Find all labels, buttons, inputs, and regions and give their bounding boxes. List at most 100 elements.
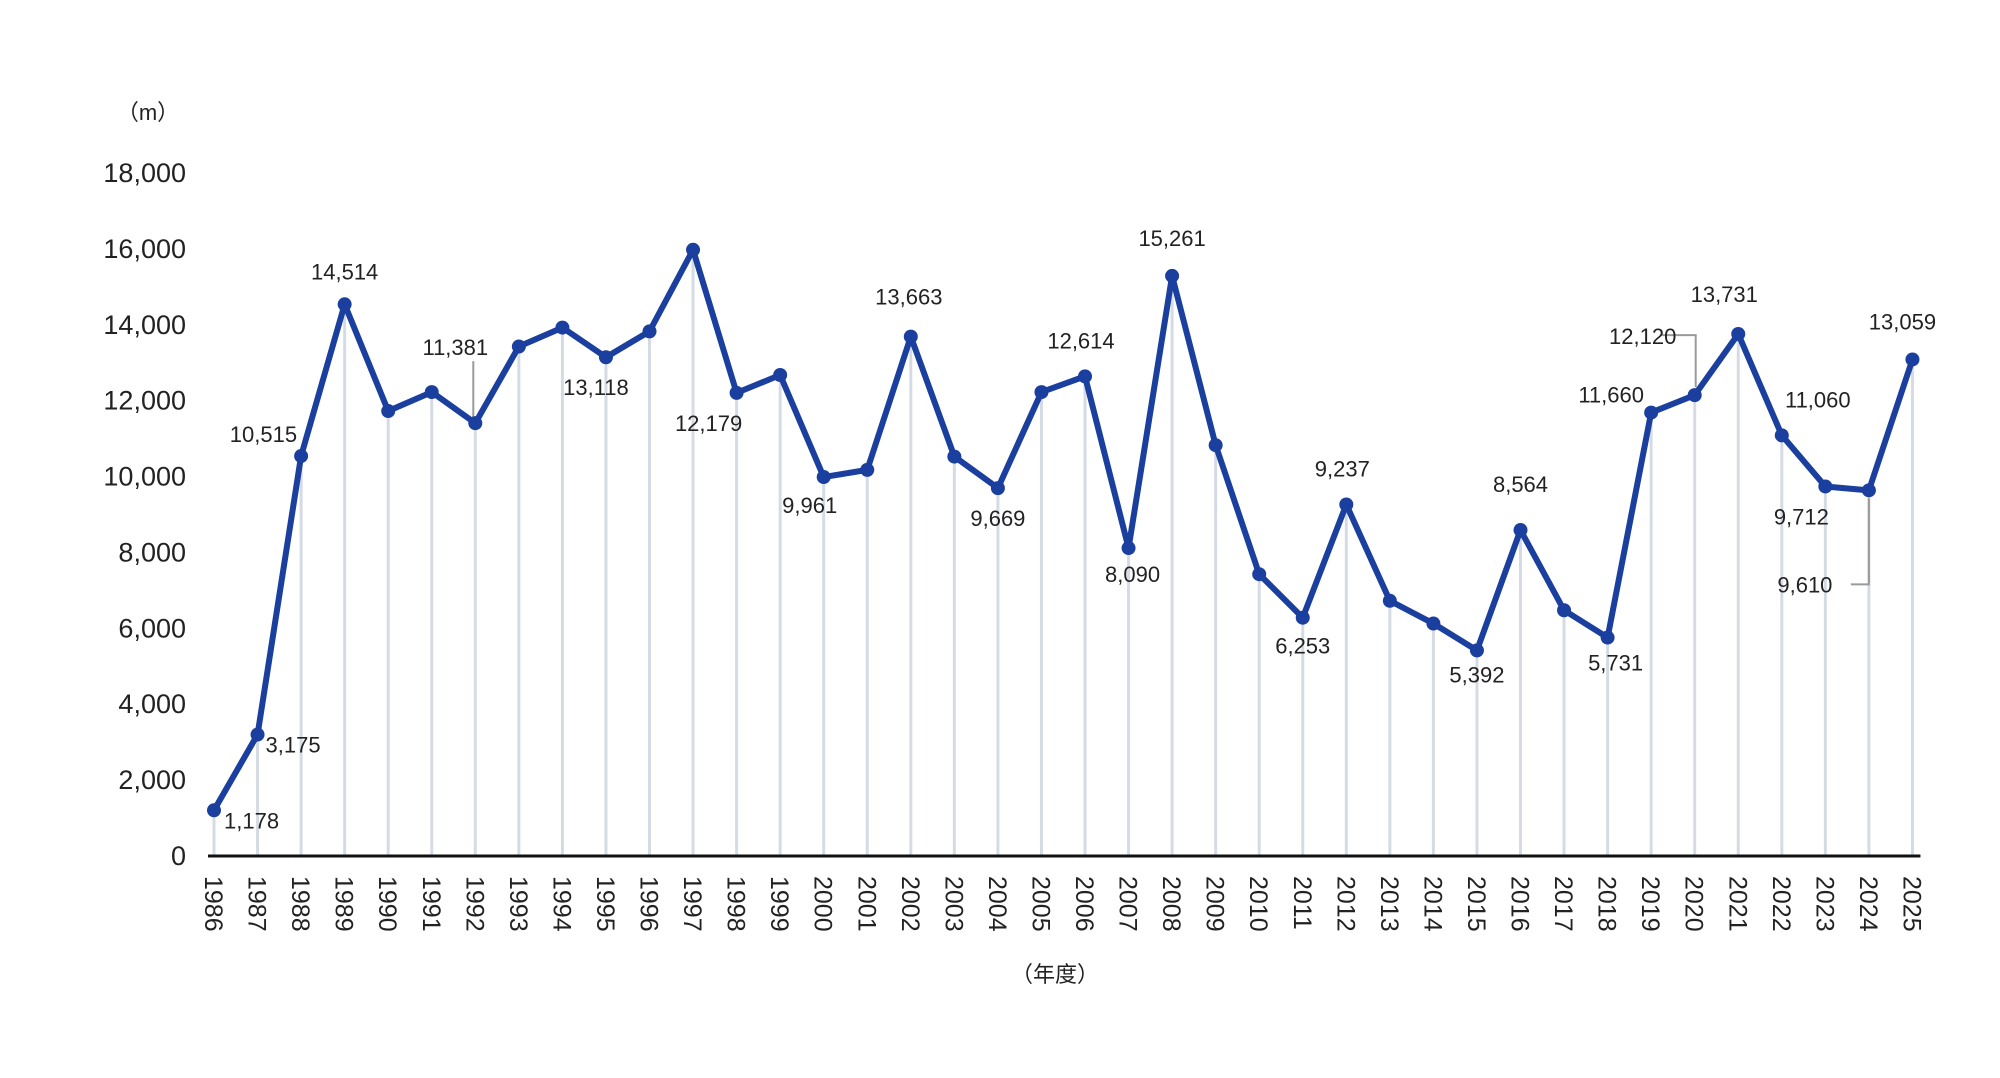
data-point-1993 [511,339,526,354]
data-point-2009 [1208,438,1223,453]
data-label-2007: 8,090 [1105,562,1160,587]
x-tick-label-2009: 2009 [1201,876,1229,932]
data-point-1995 [598,350,613,365]
y-tick-label: 18,000 [103,158,186,188]
x-tick-label-2008: 2008 [1157,876,1185,932]
y-axis-ticks: 0 2,000 4,000 6,000 8,000 10,000 12,000 14,000 1… [103,158,186,871]
data-point-2024 [1861,483,1876,498]
data-label-2006: 12,614 [1047,328,1114,353]
data-point-2004 [990,481,1005,496]
data-point-2008 [1165,268,1180,283]
data-point-2025 [1905,352,1920,367]
y-tick-label: 6,000 [118,613,186,643]
data-label-2020: 12,120 [1609,324,1676,349]
x-axis-ticks: 1986 1987 1988 1989 1990 1991 1992 1993 1994 1995… [199,876,1925,932]
x-tick-label-1990: 1990 [373,876,401,932]
data-point-2018 [1600,630,1615,645]
data-point-2021 [1731,326,1746,341]
y-tick-label: 8,000 [118,537,186,567]
label-leader-lines [472,334,1870,586]
grid-lines [212,249,1914,855]
x-tick-label-1999: 1999 [765,876,793,932]
data-point-2013 [1382,593,1397,608]
data-label-2018: 5,731 [1588,651,1643,676]
x-tick-label-2011: 2011 [1288,876,1316,930]
x-tick-label-1998: 1998 [722,876,750,932]
data-label-2015: 5,392 [1449,662,1504,687]
data-point-1994 [555,320,570,335]
data-label-1995: 13,118 [563,375,629,400]
x-tick-label-2000: 2000 [809,876,837,932]
data-point-1997 [686,242,701,257]
x-tick-label-2017: 2017 [1549,876,1577,932]
x-tick-label-1991: 1991 [417,876,445,932]
data-point-2001 [860,462,875,477]
data-point-1999 [773,368,788,383]
x-tick-label-2005: 2005 [1026,876,1054,932]
data-point-2015 [1469,643,1484,658]
x-tick-label-2014: 2014 [1418,876,1446,932]
x-tick-label-2024: 2024 [1854,876,1882,932]
data-point-1987 [250,727,265,742]
x-tick-label-2016: 2016 [1506,876,1534,932]
x-tick-label-1997: 1997 [678,876,706,932]
data-point-1992 [468,416,483,431]
x-tick-label-2001: 2001 [852,876,880,932]
data-point-2014 [1426,616,1441,631]
y-axis-unit: （m） [117,100,179,125]
data-point-1996 [642,324,657,339]
data-point-2007 [1121,541,1136,556]
data-label-2012: 9,237 [1315,457,1370,482]
x-tick-label-2007: 2007 [1114,876,1142,932]
x-tick-label-1992: 1992 [460,876,488,932]
x-tick-label-1988: 1988 [286,876,314,932]
data-points [207,242,1920,818]
data-labels: 1,178 3,175 10,515 14,514 11,381 13,118 12,179… [224,226,1936,833]
y-tick-label: 10,000 [103,462,186,492]
series-line [211,246,1916,812]
x-tick-label-1987: 1987 [243,876,271,932]
data-label-2011: 6,253 [1275,634,1330,659]
x-tick-label-2021: 2021 [1723,876,1751,932]
x-tick-label-2002: 2002 [896,876,924,932]
data-point-2010 [1252,567,1267,582]
data-label-2002: 13,663 [875,285,942,310]
data-label-1986: 1,178 [224,808,279,833]
x-tick-label-2025: 2025 [1897,876,1925,932]
leader-2024 [1850,498,1870,586]
leader-2020 [1661,334,1697,388]
y-tick-label: 4,000 [118,689,186,719]
data-point-2000 [816,470,831,485]
data-label-1989: 14,514 [311,259,378,284]
data-label-2022: 11,060 [1785,387,1851,412]
data-point-1998 [729,385,744,400]
y-tick-label: 12,000 [103,386,186,416]
data-point-2006 [1078,369,1092,384]
data-point-2003 [947,449,962,464]
y-tick-label: 0 [171,841,186,871]
x-tick-label-2012: 2012 [1331,876,1359,932]
data-label-2021: 13,731 [1691,282,1758,307]
x-tick-label-2015: 2015 [1462,876,1490,932]
data-label-2016: 8,564 [1493,472,1548,497]
data-label-2008: 15,261 [1138,226,1205,251]
data-point-1989 [337,297,352,312]
data-label-1998: 12,179 [675,411,742,436]
data-point-2023 [1818,479,1833,494]
data-label-2025: 13,059 [1869,309,1936,334]
x-tick-label-2018: 2018 [1593,876,1621,932]
x-tick-label-1989: 1989 [330,876,358,932]
y-tick-label: 2,000 [118,765,186,795]
data-label-2024: 9,610 [1777,572,1832,597]
data-point-1991 [424,385,439,400]
x-tick-label-2006: 2006 [1070,876,1098,932]
x-tick-label-2004: 2004 [983,876,1011,932]
data-point-1988 [294,449,309,464]
x-axis-unit: （年度） [1011,962,1099,987]
x-tick-label-2019: 2019 [1636,876,1664,932]
data-point-2017 [1557,603,1572,618]
x-tick-label-2023: 2023 [1810,876,1838,932]
x-tick-label-1996: 1996 [635,876,663,932]
